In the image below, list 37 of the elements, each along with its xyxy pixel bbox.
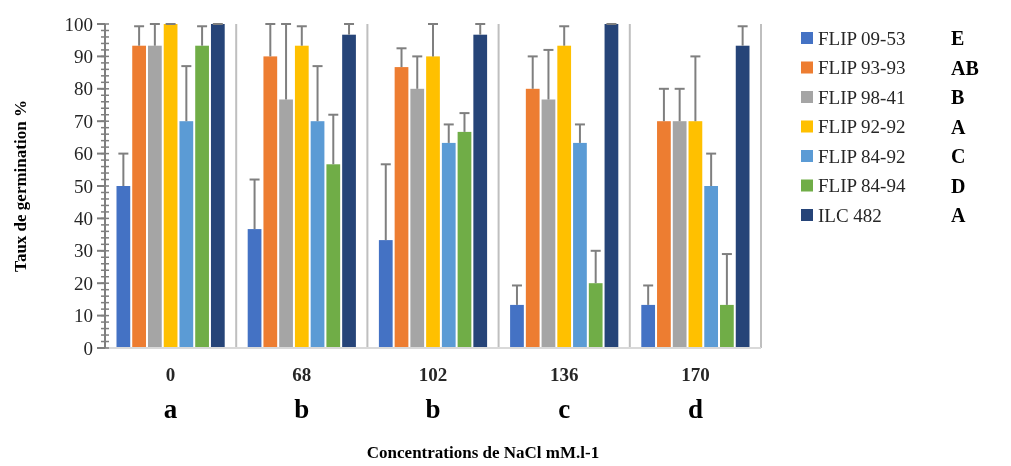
text: D (951, 174, 966, 197)
y-tick-label: 100 (64, 13, 93, 35)
y-tick-label: 20 (74, 272, 93, 294)
legend-label: FLIP 09-53 (818, 27, 906, 49)
text: A (951, 115, 966, 138)
text: C (951, 145, 966, 167)
legend-label: FLIP 84-92 (818, 145, 906, 167)
x-tick-label: 102 (418, 364, 448, 385)
y-tick-label: 80 (74, 78, 93, 100)
legend-label: FLIP 92-92 (818, 116, 906, 138)
legend-label: FLIP 84-94 (818, 175, 906, 197)
text: c (558, 394, 571, 424)
y-tick-label: 50 (74, 175, 93, 197)
y-tick-label: 90 (74, 46, 93, 68)
x-tick-label: 68 (292, 364, 312, 385)
text: B (951, 86, 965, 108)
text: AB (951, 56, 979, 79)
y-tick-label: 0 (83, 337, 93, 359)
text: b (294, 394, 310, 424)
x-axis-title: Concentrations de NaCl mM.l-1 (366, 443, 600, 462)
legend-label: FLIP 98-41 (818, 86, 906, 108)
y-tick-label: 30 (74, 240, 93, 262)
text: A (951, 204, 966, 226)
y-tick-label: 40 (74, 208, 93, 230)
x-tick-label: 0 (165, 364, 176, 385)
x-tick-label: 136 (549, 364, 579, 385)
text: a (163, 394, 178, 424)
y-tick-label: 70 (74, 110, 93, 132)
text: d (687, 394, 703, 424)
text: b (425, 394, 441, 424)
legend-label: ILC 482 (818, 204, 882, 226)
text: E (951, 27, 965, 49)
legend-label: FLIP 93-93 (818, 57, 906, 79)
y-axis-title: Taux de germination % (11, 100, 30, 272)
y-tick-label: 60 (74, 143, 93, 165)
x-tick-label: 170 (681, 364, 710, 385)
y-tick-label: 10 (74, 305, 93, 327)
